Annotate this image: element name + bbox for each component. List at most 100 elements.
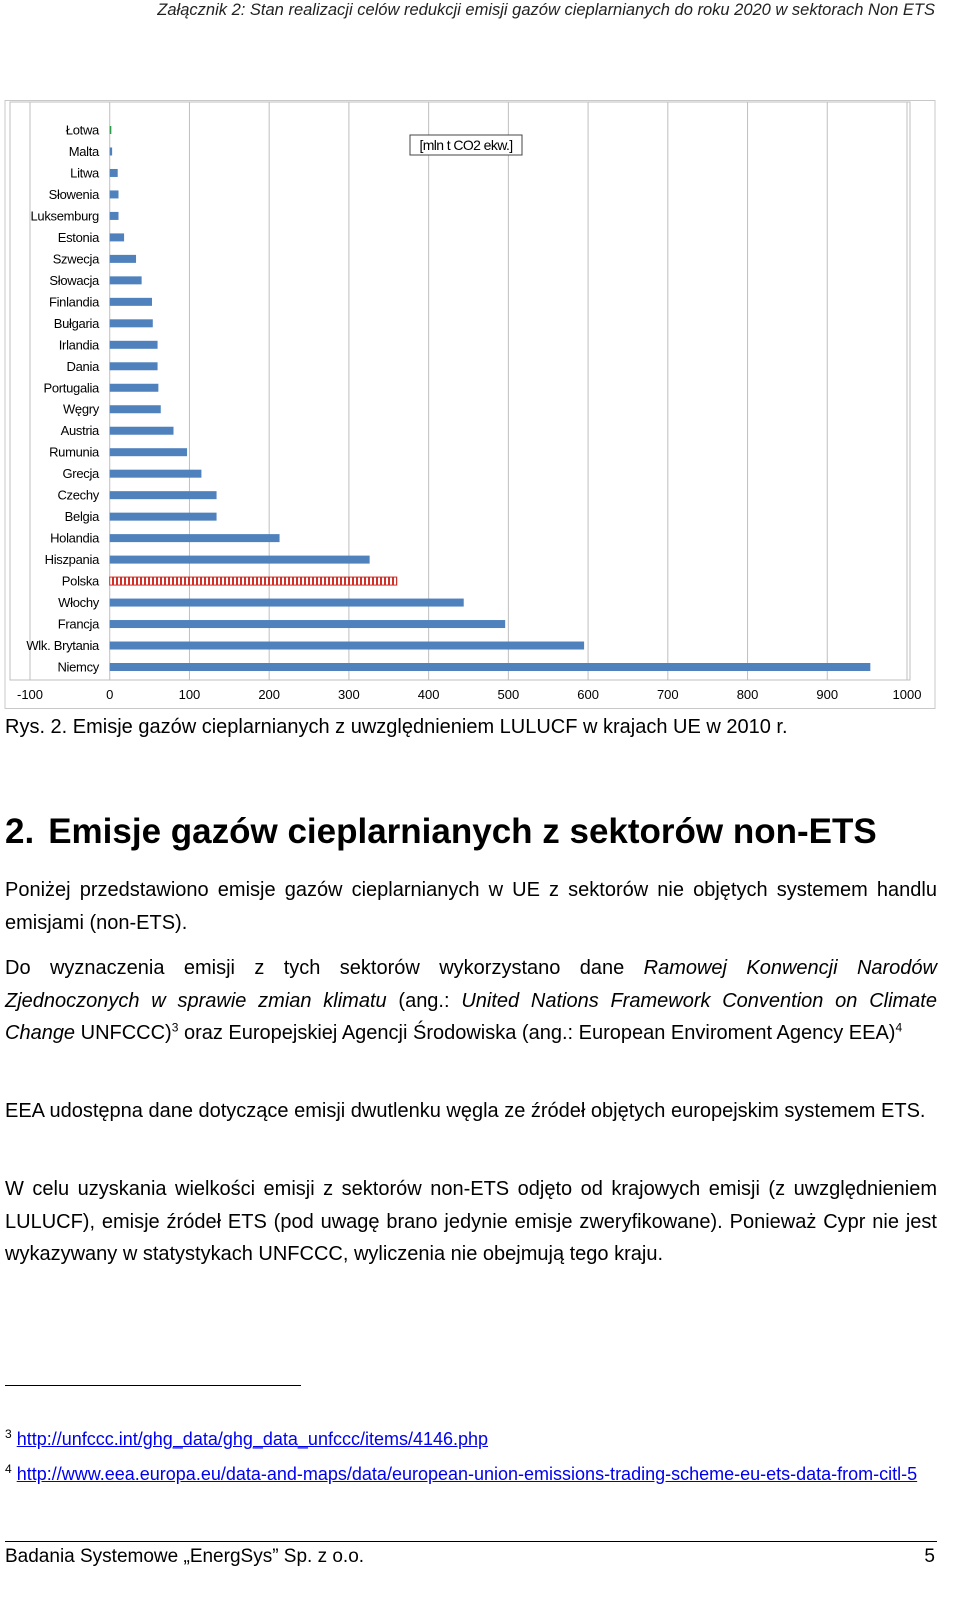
footnote-ref: 4 [895,1020,903,1035]
y-tick-label: Węgry [63,402,100,417]
text: Do wyznaczenia emisji z tych sektorów wy… [5,957,644,979]
text: UNFCCC) [75,1022,172,1044]
grid: -100 0 100 200 300 400 500 600 700 800 900 1000 [17,102,921,702]
y-tick-label: Estonia [58,230,100,245]
chart: -100 0 100 200 300 400 500 600 700 800 900 1000 [ml… [4,100,936,709]
y-tick-label: Rumunia [49,445,100,460]
footer-left: Badania Systemowe „EnergSys” Sp. z o.o. [5,1546,365,1567]
y-tick-label: Grecja [63,466,101,481]
y-tick-label: Łotwa [66,123,100,138]
bar [109,491,217,500]
x-tick-label: 0 [106,687,113,702]
bar [109,319,153,328]
bar [109,405,161,414]
bar [109,340,158,349]
y-tick-label: Holandia [50,531,100,546]
y-tick-label: Słowacja [49,273,100,288]
bar [109,254,137,263]
heading-text: Emisje gazów cieplarnianych z sektorów n… [48,812,877,851]
y-tick-label: Austria [61,423,100,438]
x-tick-label: 200 [258,687,280,702]
bar [109,598,464,607]
section-heading: 2. Emisje gazów cieplarnianych z sektorów… [5,810,877,854]
y-tick-label: Malta [69,144,100,159]
footnote: 4 http://www.eea.europa.eu/data-and-maps… [5,1463,925,1486]
bar [109,362,158,371]
y-tick-label: Portugalia [43,380,100,395]
bar [109,233,125,242]
y-tick-label: Dania [67,359,101,374]
paragraph: W celu uzyskania wielkości emisji z sekt… [5,1173,937,1271]
x-tick-label: 800 [737,687,759,702]
bar [109,297,152,306]
y-tick-label: Polska [62,574,100,589]
footnote-ref: 3 [171,1020,179,1035]
y-tick-label: Włochy [58,595,100,610]
annotation-box [409,134,523,156]
chart-frame [4,100,936,709]
y-tick-label: Czechy [57,488,99,503]
y-tick-label: Belgia [65,509,100,524]
footnote-link[interactable]: http://www.eea.europa.eu/data-and-maps/d… [16,1464,918,1484]
bar [109,126,112,134]
bar [109,469,202,478]
x-tick-label: -100 [17,687,43,702]
footer-rule [5,1541,937,1542]
text-italic: Ramowej Konwencji Narodów Zjednoczonych … [5,957,937,1012]
page-header: Załącznik 2: Stan realizacji celów reduk… [157,1,935,19]
bar [109,641,585,650]
plot-area [9,101,911,681]
footnote-number: 3 [5,1427,12,1441]
x-tick-label: 900 [816,687,838,702]
bar [109,168,118,177]
bar [109,534,280,543]
footnote-separator [5,1385,301,1386]
x-tick-label: 300 [338,687,360,702]
y-tick-label: Szwecja [53,251,100,266]
bar [109,576,398,586]
paragraph: Poniżej przedstawiono emisje gazów ciepl… [5,874,937,939]
y-tick-label: Francja [58,617,100,632]
x-tick-label: 100 [179,687,201,702]
text: (ang.: [386,989,462,1012]
page-number: 5 [924,1546,935,1567]
y-tick-label: Litwa [70,165,100,180]
y-tick-label: Słowenia [49,187,100,202]
bar [109,147,113,156]
bar [109,426,174,435]
text: Poniżej przedstawiono emisje gazów ciepl… [5,879,937,934]
footnote: 3 http://unfccc.int/ghg_data/ghg_data_un… [5,1428,925,1451]
x-tick-label: 400 [418,687,440,702]
x-tick-label: 600 [577,687,599,702]
y-tick-label: Irlandia [59,337,100,352]
footnote-link[interactable]: http://unfccc.int/ghg_data/ghg_data_unfc… [16,1429,489,1449]
y-tick-label: Niemcy [57,660,99,675]
heading-number: 2. [5,812,35,851]
bar [109,512,217,521]
bar [109,211,119,220]
y-tick-label: Hiszpania [45,552,100,567]
x-tick-label: 700 [657,687,679,702]
bar [109,555,370,564]
bar [109,190,119,199]
text: W celu uzyskania wielkości emisji z sekt… [5,1178,937,1265]
y-tick-label: Bułgaria [54,316,100,331]
x-tick-label: 500 [498,687,520,702]
text-italic: United Nations Framework Convention on C… [5,989,937,1045]
bar [109,620,506,629]
bar [109,383,159,392]
annotation: [mln t CO2 ekw.] [419,137,512,153]
text: EEA udostępna dane dotyczące emisji dwut… [5,1100,926,1122]
text: oraz Europejskiej Agencji Środowiska (an… [178,1022,896,1044]
y-tick-label: Finlandia [49,294,100,309]
bar [109,448,188,457]
bar [109,663,871,671]
footnote-number: 4 [5,1462,12,1476]
y-tick-label: Luksemburg [30,208,99,223]
paragraph: Do wyznaczenia emisji z tych sektorów wy… [5,952,937,1050]
figure-caption: Rys. 2. Emisje gazów cieplarnianych z uw… [5,716,788,738]
bar [109,276,142,285]
y-tick-label: Wlk. Brytania [26,638,100,653]
x-tick-label: 1000 [893,687,922,702]
